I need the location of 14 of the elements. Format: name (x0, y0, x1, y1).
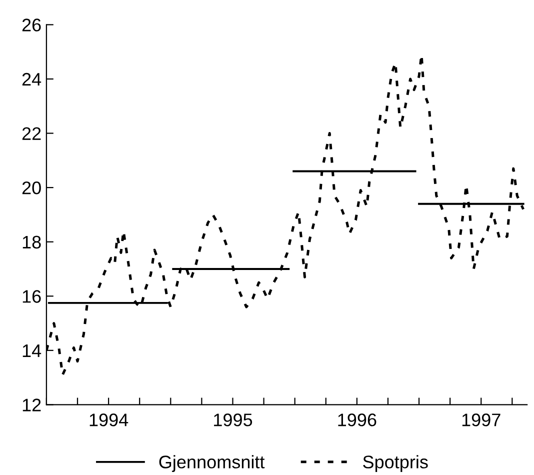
y-tick-label: 18 (22, 236, 41, 249)
y-tick-label: 14 (22, 344, 42, 357)
x-tick-label: 1995 (214, 414, 252, 426)
legend-label: Gjennomsnitt (159, 455, 265, 472)
y-tick-label: 20 (22, 181, 41, 194)
x-tick-label: 1996 (338, 414, 376, 426)
y-tick-label: 24 (22, 72, 42, 86)
x-tick-label: 1994 (90, 414, 128, 426)
y-tick-label: 26 (22, 18, 41, 32)
x-tick-label: 1997 (462, 414, 500, 426)
y-tick-label: 16 (22, 290, 41, 303)
y-tick-label: 22 (22, 127, 41, 140)
y-tick-label: 12 (22, 398, 41, 412)
legend-label: Spotpris (363, 455, 428, 472)
